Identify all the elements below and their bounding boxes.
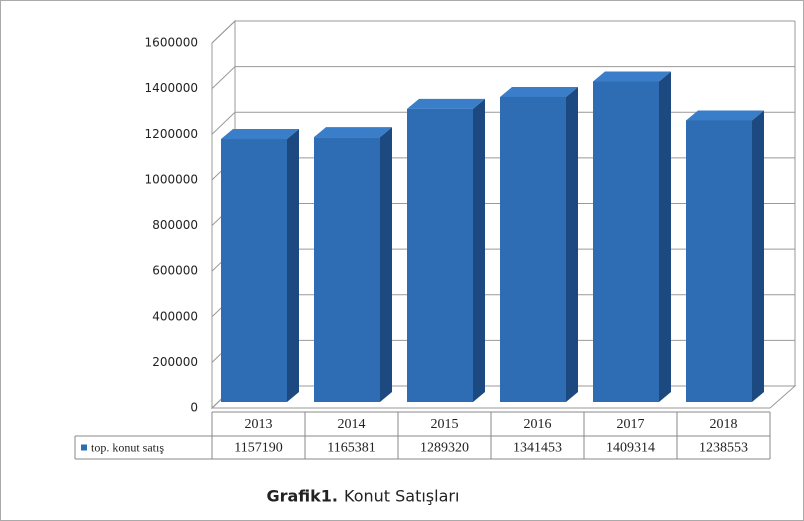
- bar: [686, 120, 752, 403]
- table-value: 1238553: [699, 441, 748, 456]
- y-tick-label: 1400000: [145, 81, 198, 95]
- bar-top: [500, 86, 578, 97]
- table-value: 1341453: [513, 441, 562, 456]
- caption-bold: Grafik1.: [266, 487, 338, 506]
- y-tick-label: 400000: [152, 309, 198, 323]
- bar-side: [752, 110, 764, 403]
- x-tick-label: 2017: [617, 417, 645, 432]
- grid-line: [211, 66, 795, 89]
- y-tick-label: 1200000: [145, 127, 198, 141]
- x-tick-label: 2018: [710, 417, 738, 432]
- y-tick-label: 600000: [152, 264, 198, 278]
- bar: [314, 137, 380, 402]
- x-tick-label: 2016: [524, 417, 552, 432]
- legend-swatch: [81, 444, 87, 451]
- y-tick-label: 0: [190, 401, 198, 415]
- bar-top: [686, 110, 764, 121]
- bar-side: [287, 129, 299, 402]
- bar-top: [593, 71, 671, 82]
- caption: Konut Satışları: [344, 487, 459, 506]
- grid-line: [211, 20, 795, 44]
- bar-top: [407, 98, 485, 109]
- bar-top: [314, 127, 392, 138]
- table-value: 1409314: [606, 441, 655, 456]
- bar: [407, 108, 473, 403]
- bar-side: [473, 98, 485, 403]
- bar-top: [221, 129, 299, 140]
- legend-label: top. konut satış: [91, 440, 164, 454]
- bar: [500, 96, 566, 403]
- x-tick-label: 2013: [245, 417, 273, 432]
- bar: [221, 139, 287, 402]
- y-tick-label: 800000: [152, 218, 198, 232]
- table-value: 1165381: [327, 441, 375, 456]
- bar-side: [659, 71, 671, 402]
- bar-side: [380, 127, 392, 402]
- bar: [593, 81, 659, 402]
- x-tick-label: 2015: [431, 417, 459, 432]
- table-value: 1289320: [420, 441, 469, 456]
- table-value: 1157190: [234, 441, 282, 456]
- bar-side: [566, 86, 578, 403]
- y-tick-label: 200000: [152, 355, 198, 369]
- y-tick-label: 1600000: [145, 36, 198, 50]
- x-tick-label: 2014: [338, 417, 366, 432]
- y-tick-label: 1000000: [145, 172, 198, 186]
